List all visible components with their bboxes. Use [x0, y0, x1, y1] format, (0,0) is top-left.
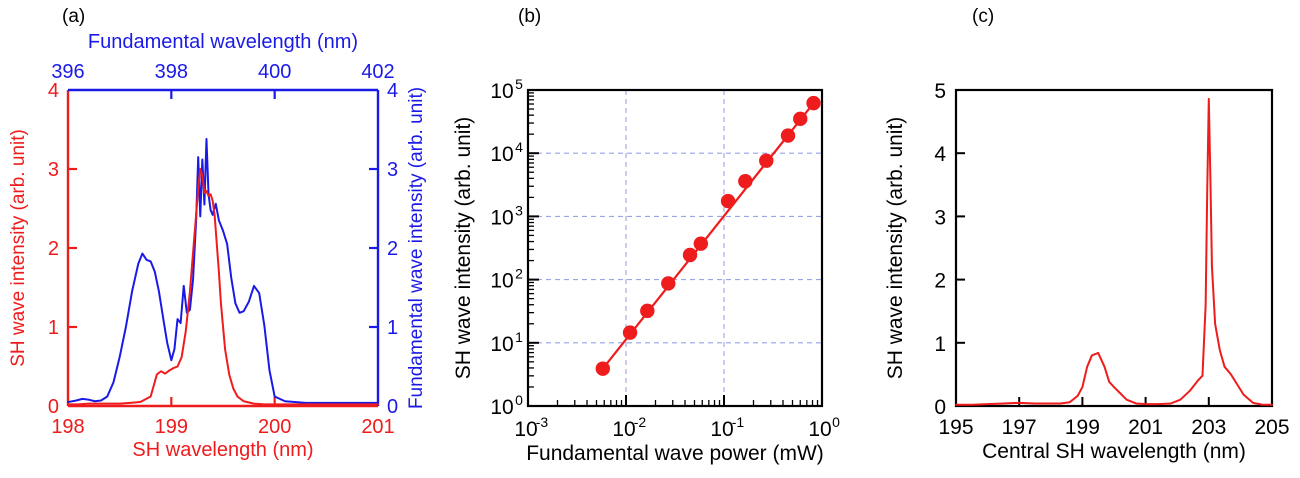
xtick-label-base-b: 10	[514, 418, 537, 441]
xtick-label-c: 203	[1191, 416, 1226, 439]
data-point-b	[759, 153, 774, 168]
ytick-label-b: 10 4	[490, 139, 523, 166]
ytick-label-exp-b: 4	[515, 139, 523, 155]
ytick-label-base-b: 10	[490, 333, 513, 356]
data-point-b	[738, 174, 753, 189]
data-point-b	[780, 128, 796, 143]
xtick-label-base-b: 10	[808, 418, 831, 441]
xtick-label-b: 10 0	[808, 414, 840, 441]
panel-a-bottom-title: SH wavelength (nm)	[132, 439, 313, 461]
ytick-label-c: 3	[934, 206, 946, 229]
ytick-label-b: 10 0	[490, 392, 523, 419]
ytick-right-label-a: 3	[387, 159, 398, 181]
xtick-label-a: 199	[155, 416, 188, 438]
ytick-label-c: 5	[934, 80, 946, 103]
curve-sh-a	[67, 168, 379, 406]
ytick-label-base-b: 10	[490, 206, 513, 229]
curve-sh-c	[955, 97, 1273, 406]
panel-a-label: (a)	[62, 6, 86, 27]
ytick-label-base-b: 10	[490, 80, 513, 103]
ytick-label-base-b: 10	[490, 396, 513, 419]
ytick-label-exp-b: 3	[515, 202, 523, 218]
xtick-label-c: 199	[1065, 416, 1100, 439]
data-point-b	[793, 111, 808, 127]
axis-frame-c	[954, 88, 1274, 408]
ytick-label-exp-b: 1	[515, 329, 523, 345]
panel-c-y-title: SH wave intensity (arb. unit)	[884, 117, 907, 380]
xtick-top-label-a: 398	[155, 61, 188, 83]
xtick-label-c: 195	[938, 416, 973, 439]
xtick-label-b: 10-3	[514, 414, 548, 441]
panel-c-plot: 195 197 199 201 203 205 0 1 2 3 4 5 Central SH wavel…	[884, 80, 1290, 463]
ytick-label-base-b: 10	[490, 143, 513, 166]
panel-a-plot: 198 199 200 201 396 398 400 402 0 1 2 3 4 0 1 2 3 4 Fundam…	[8, 31, 427, 461]
ytick-label-b: 10 3	[490, 202, 523, 229]
panel-b-plot: 10-3 10-2 10-1 10 010 010 110 210 310 410 5Fundame…	[452, 76, 840, 465]
ytick-label-a: 1	[48, 317, 59, 339]
ytick-label-c: 0	[934, 396, 946, 419]
xtick-label-exp-b: 0	[832, 414, 840, 430]
panel-c-x-title: Central SH wavelength (nm)	[982, 440, 1246, 463]
ytick-label-a: 3	[48, 159, 59, 181]
ytick-right-label-a: 4	[387, 80, 398, 102]
data-point-b	[682, 247, 698, 263]
ytick-label-exp-b: 5	[515, 76, 523, 92]
xtick-label-c: 197	[1002, 416, 1037, 439]
ytick-right-label-a: 1	[387, 317, 398, 339]
panel-c-label: (c)	[972, 6, 995, 27]
panel-b-x-title: Fundamental wave power (mW)	[526, 442, 824, 465]
panel-a-right-title: Fundamental wave intensity (arb. unit)	[406, 87, 427, 409]
ytick-label-base-b: 10	[490, 270, 513, 293]
panel-a-top-title: Fundamental wavelength (nm)	[88, 31, 358, 53]
xtick-label-a: 198	[51, 416, 84, 438]
xtick-label-base-b: 10	[710, 418, 733, 441]
xtick-label-b: 10-1	[710, 414, 744, 441]
panel-b: (b) 10 -3 10 -2 10 -1 10 0 10 0 10 1 10 2 10 3 10 4 10 5 Fun…	[440, 0, 860, 478]
xtick-label-c: 205	[1254, 416, 1289, 439]
panel-a: (a) 198 199 200 201 396 398 400 402 0 1 2 3 4 0 1 2 3 4 Fu…	[0, 0, 440, 478]
ytick-label-exp-b: 2	[515, 266, 523, 282]
panel-c: (c) 195 197 199 201 203 205 0 1 2 3 4 5 Central SH w…	[860, 0, 1300, 478]
panel-b-y-title: SH wave intensity (arb. unit)	[452, 117, 475, 380]
data-point-b	[806, 95, 821, 111]
xtick-top-label-a: 402	[361, 61, 394, 83]
ytick-right-label-a: 0	[387, 396, 398, 418]
xtick-label-exp-b: -2	[634, 414, 647, 430]
ytick-label-exp-b: 0	[515, 392, 523, 408]
data-point-b	[720, 193, 736, 209]
ytick-label-a: 2	[48, 238, 59, 260]
ytick-label-c: 2	[934, 270, 946, 293]
data-point-b	[693, 236, 709, 251]
xtick-label-a: 200	[258, 416, 291, 438]
axis-frame-b	[526, 88, 824, 408]
xtick-label-base-b: 10	[612, 418, 635, 441]
ytick-label-b: 10 2	[490, 266, 523, 293]
ytick-right-label-a: 2	[387, 238, 398, 260]
ytick-label-b: 10 5	[490, 76, 523, 103]
xtick-top-label-a: 396	[51, 61, 84, 83]
xtick-label-c: 201	[1128, 416, 1163, 439]
data-point-b	[595, 361, 611, 376]
xtick-label-exp-b: -3	[536, 414, 549, 430]
panel-a-left-title: SH wave intensity (arb. unit)	[8, 129, 29, 367]
data-point-b	[622, 325, 638, 340]
ytick-label-c: 1	[934, 333, 946, 356]
data-point-b	[661, 276, 676, 291]
ytick-label-a: 4	[48, 80, 59, 102]
xtick-label-a: 201	[361, 416, 394, 438]
curve-fundamental-a	[67, 137, 379, 404]
ytick-label-b: 10 1	[490, 329, 523, 356]
ytick-label-c: 4	[934, 143, 946, 166]
panel-b-label: (b)	[518, 6, 542, 27]
data-point-b	[640, 303, 655, 319]
xtick-label-b: 10-2	[612, 414, 646, 441]
xtick-top-label-a: 400	[258, 61, 291, 83]
xtick-label-exp-b: -1	[732, 414, 745, 430]
ytick-label-a: 0	[48, 396, 59, 418]
